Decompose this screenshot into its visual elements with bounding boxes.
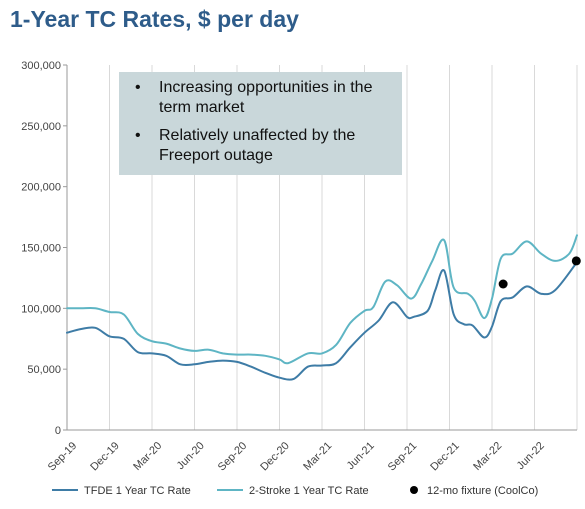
x-tick-label: Mar-20 [131, 440, 164, 473]
legend-label-2: 12-mo fixture (CoolCo) [427, 485, 538, 497]
x-tick-label: Dec-20 [258, 440, 292, 474]
x-tick-label: Jun-21 [345, 440, 377, 472]
x-tick-label: Mar-21 [301, 440, 334, 473]
fixture-point-1 [571, 256, 581, 266]
y-tick-label: 100,000 [21, 303, 61, 315]
y-tick-label: 200,000 [21, 182, 61, 194]
y-tick-label: 50,000 [27, 364, 61, 376]
x-tick-label: Mar-22 [471, 440, 504, 473]
annotation-bullet-1: Increasing opportunities in the term mar… [129, 78, 392, 118]
series-line-0 [66, 261, 578, 381]
y-tick-label: 150,000 [21, 243, 61, 255]
x-tick-label: Dec-21 [428, 440, 462, 474]
x-axis-tick-labels: Sep-19 Dec-19 Mar-20 Jun-20 Sep-20 Dec-20 Mar-… [46, 440, 547, 474]
legend: TFDE 1 Year TC Rate 2-Stroke 1 Year TC Ra… [52, 485, 538, 497]
x-tick-label: Dec-19 [88, 440, 122, 474]
x-tick-label: Sep-20 [216, 440, 250, 474]
axes [63, 64, 577, 431]
series-lines [66, 234, 578, 381]
x-tick-label: Sep-21 [386, 440, 420, 474]
y-tick-label: 250,000 [21, 121, 61, 133]
annotation-bullet-2: Relatively unaffected by the Freeport ou… [129, 126, 392, 166]
fixture-point-0 [498, 279, 508, 289]
fixture-markers [498, 256, 581, 289]
chart-title: 1-Year TC Rates, $ per day [10, 6, 299, 32]
legend-label-0: TFDE 1 Year TC Rate [84, 485, 191, 497]
annotation-callout: Increasing opportunities in the term mar… [119, 72, 402, 175]
legend-marker-2 [410, 486, 418, 494]
series-line-1 [66, 234, 578, 365]
legend-label-1: 2-Stroke 1 Year TC Rate [249, 485, 369, 497]
x-tick-label: Sep-19 [46, 440, 80, 474]
y-tick-label: 0 [55, 425, 61, 437]
x-tick-label: Jun-20 [175, 440, 207, 472]
y-axis-tick-labels: 0 50,000 100,000 150,000 200,000 250,000 300,0… [21, 60, 61, 437]
y-tick-label: 300,000 [21, 60, 61, 72]
x-tick-label: Jun-22 [515, 440, 547, 472]
